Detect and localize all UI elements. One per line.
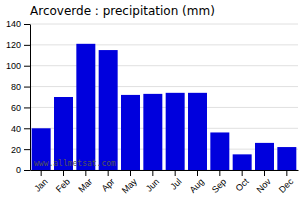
bar <box>277 147 296 170</box>
tick: Jun <box>144 170 161 194</box>
chart: 0 20 40 60 80 100 120 140 Jan FebMar AprMay Jun Jul A… <box>0 0 306 200</box>
tick: 120 <box>6 40 30 50</box>
tick-mark <box>24 128 30 129</box>
tick: Sep <box>210 170 228 195</box>
tick-label: 40 <box>11 124 21 134</box>
tick: Jul <box>168 170 183 192</box>
tick-mark <box>152 170 153 176</box>
tick: Apr <box>100 170 117 193</box>
tick-mark <box>197 170 198 176</box>
tick-label: Apr <box>100 176 117 193</box>
tick: 0 <box>16 165 30 175</box>
tick: Oct <box>234 170 251 193</box>
grid-line <box>30 86 298 87</box>
tick: Feb <box>54 170 72 194</box>
tick: May <box>120 170 139 196</box>
tick-label: Jan <box>32 176 49 193</box>
tick-label: Sep <box>210 176 228 194</box>
tick-label: 20 <box>11 145 21 155</box>
bar <box>188 93 207 170</box>
grid <box>30 24 298 170</box>
tick-mark <box>24 24 30 25</box>
tick-mark <box>108 170 109 176</box>
tick-mark <box>130 170 131 176</box>
bar <box>121 95 140 170</box>
tick-label: 80 <box>11 82 21 92</box>
tick-mark <box>85 170 86 176</box>
plot-area <box>32 44 297 170</box>
tick: Aug <box>188 170 206 195</box>
tick: Jan <box>32 170 49 194</box>
tick-mark <box>264 170 265 176</box>
tick: 100 <box>6 61 30 71</box>
tick-label: Jun <box>144 176 161 193</box>
title: Arcoverde : precipitation (mm) <box>30 4 215 18</box>
tick-mark <box>63 170 64 176</box>
tick-label: Feb <box>54 176 72 194</box>
tick-label: 120 <box>6 40 21 50</box>
y-axis: 0 20 40 60 80 100 120 140 <box>6 19 31 175</box>
tick-label: 0 <box>16 165 21 175</box>
tick-label: 60 <box>11 103 21 113</box>
tick: 40 <box>11 124 30 134</box>
bar <box>255 143 274 170</box>
tick-mark <box>286 170 287 176</box>
tick-mark <box>242 170 243 176</box>
tick: 60 <box>11 103 30 113</box>
tick: 80 <box>11 82 30 92</box>
tick-mark <box>24 66 30 67</box>
tick-label: May <box>120 176 139 195</box>
bar <box>143 94 162 170</box>
axis-line <box>31 170 299 171</box>
grid-line <box>30 24 298 25</box>
tick-label: Aug <box>188 176 206 194</box>
tick-mark <box>219 170 220 176</box>
tick-label: Nov <box>255 176 274 195</box>
bar <box>76 44 95 170</box>
tick-label: Dec <box>277 176 296 195</box>
tick: Mar <box>76 170 94 194</box>
x-axis: Jan FebMar AprMay Jun Jul AugSep OctNovDec <box>31 170 299 196</box>
bar <box>210 132 229 170</box>
tick-mark <box>41 170 42 176</box>
tick-mark <box>24 87 30 88</box>
tick-label: 100 <box>6 61 21 71</box>
tick-mark <box>24 107 30 108</box>
grid-line <box>30 65 298 66</box>
tick-mark <box>24 45 30 46</box>
bar <box>166 93 185 170</box>
tick: 140 <box>6 19 30 29</box>
tick: Dec <box>277 170 296 195</box>
bar <box>233 154 252 170</box>
tick-label: Oct <box>234 176 251 193</box>
tick: 20 <box>11 145 30 155</box>
tick-label: Jul <box>168 176 183 191</box>
axis-line <box>30 25 31 171</box>
tick-mark <box>24 149 30 150</box>
bar <box>99 50 118 170</box>
tick: Nov <box>255 170 274 195</box>
tick-mark <box>175 170 176 176</box>
tick-label: 140 <box>6 19 21 29</box>
tick-label: Mar <box>76 176 94 194</box>
grid-line <box>30 44 298 45</box>
tick-mark <box>24 170 30 171</box>
annotation: www.allmetsat.com <box>34 159 116 168</box>
